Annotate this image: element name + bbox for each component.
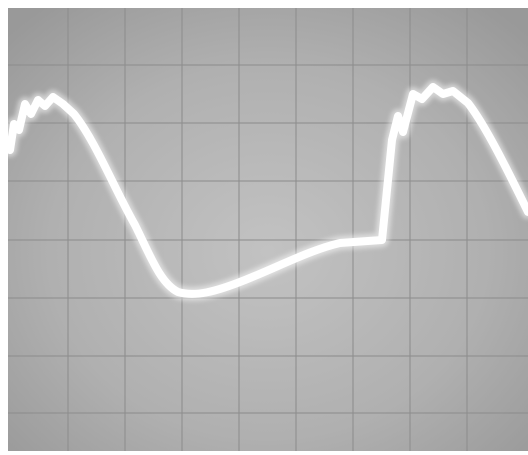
screen xyxy=(8,8,528,451)
oscilloscope-photo xyxy=(0,0,528,455)
